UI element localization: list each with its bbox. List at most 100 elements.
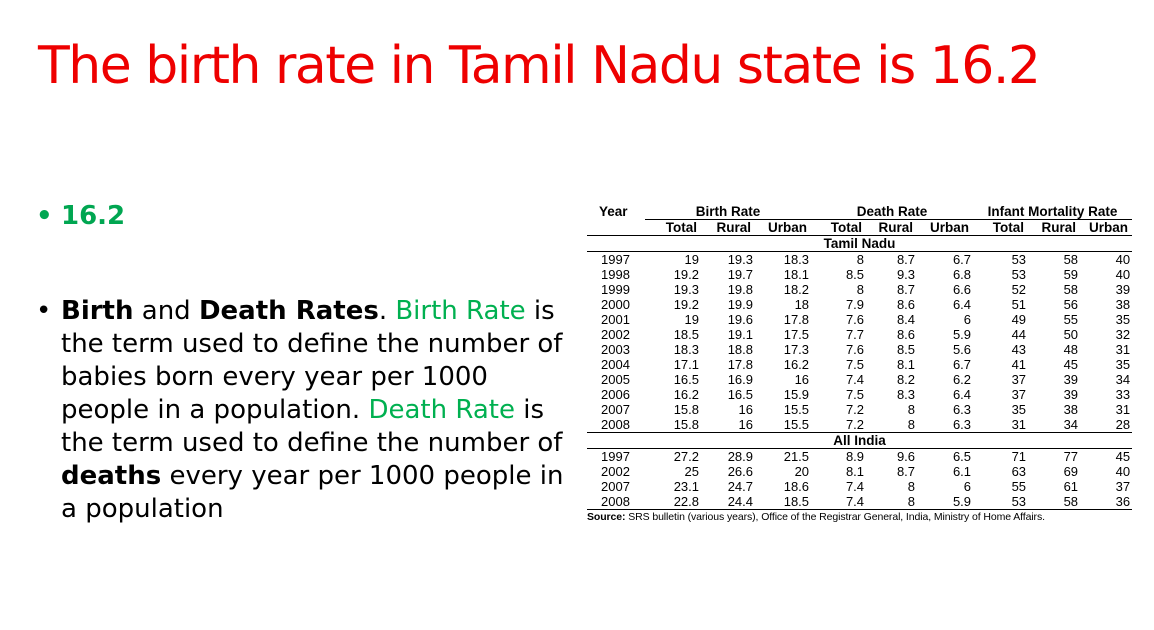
table-cell: 28 bbox=[1115, 417, 1131, 432]
table-cell: 7.4 bbox=[845, 479, 865, 494]
deaths-term: deaths bbox=[61, 461, 162, 491]
table-cell: 7.6 bbox=[845, 342, 865, 357]
table-cell: 15.8 bbox=[673, 417, 699, 432]
table-cell: 32 bbox=[1115, 327, 1131, 342]
table-cell: 39 bbox=[1115, 282, 1131, 297]
table-row: 1999 19.3 19.8 18.2 8 8.7 6.6 52 58 39 bbox=[587, 282, 1132, 297]
table-cell: 6.1 bbox=[952, 464, 972, 479]
table-cell: 51 bbox=[1011, 297, 1027, 312]
table-cell: 31 bbox=[1115, 342, 1131, 357]
table-cell: 40 bbox=[1115, 267, 1131, 282]
table-cell: 17.8 bbox=[783, 312, 810, 327]
table-cell: 48 bbox=[1063, 342, 1079, 357]
bullet-answer: • 16.2 bbox=[36, 200, 566, 233]
table-cell: 8 bbox=[907, 417, 916, 432]
table-cell-year: 2002 bbox=[601, 464, 630, 479]
table-cell-year: 2003 bbox=[601, 342, 630, 357]
table-cell-year: 2007 bbox=[601, 479, 630, 494]
table-cell: 18.5 bbox=[673, 327, 699, 342]
table-cell: 35 bbox=[1115, 357, 1131, 372]
table-cell: 58 bbox=[1063, 282, 1079, 297]
table-row: 2007 15.8 16 15.5 7.2 8 6.3 35 38 31 bbox=[587, 402, 1132, 417]
table-cell: 6 bbox=[963, 479, 972, 494]
table-cell: 19.3 bbox=[727, 252, 753, 267]
table-cell: 16.5 bbox=[727, 387, 753, 402]
table-cell: 35 bbox=[1115, 312, 1131, 327]
table-cell: 8.6 bbox=[896, 327, 916, 342]
death-rate-definition: is the term used to define the number of bbox=[61, 395, 563, 458]
table-cell: 31 bbox=[1011, 417, 1027, 432]
table-cell: 6 bbox=[963, 312, 972, 327]
sub-header-blank bbox=[587, 219, 645, 236]
table-cell: 44 bbox=[1011, 327, 1027, 342]
table-cell-year: 1997 bbox=[601, 449, 630, 464]
table-cell: 15.8 bbox=[673, 402, 699, 417]
table-cell: 34 bbox=[1115, 372, 1131, 387]
definition-text-and: and bbox=[133, 296, 199, 326]
table-cell: 41 bbox=[1011, 357, 1027, 372]
table-cell: 25 bbox=[684, 464, 699, 479]
table-cell: 49 bbox=[1011, 312, 1027, 327]
bullet-dot-icon: • bbox=[36, 296, 52, 326]
table-cell: 8.5 bbox=[845, 267, 865, 282]
table-cell: 19.2 bbox=[673, 267, 699, 282]
sub-header-urban: Urban bbox=[917, 219, 974, 236]
sub-header-total: Total bbox=[645, 219, 701, 236]
table-row: 2008 22.8 24.4 18.5 7.4 8 5.9 53 58 36 bbox=[587, 494, 1133, 510]
table-cell: 19.1 bbox=[727, 327, 753, 342]
table-row: 1997 19 19.3 18.3 8 8.7 6.7 53 58 40 bbox=[587, 252, 1132, 268]
table-cell: 39 bbox=[1063, 387, 1079, 402]
table-cell: 37 bbox=[1115, 479, 1131, 494]
table-cell: 58 bbox=[1028, 494, 1081, 510]
table-cell: 43 bbox=[1011, 342, 1027, 357]
rates-table-figure: Year Birth Rate Death Rate Infant Mortal… bbox=[587, 204, 1133, 523]
table-cell-year: 1998 bbox=[601, 267, 630, 282]
table-cell: 38 bbox=[1063, 402, 1079, 417]
table-row: 2004 17.1 17.8 16.2 7.5 8.1 6.7 41 45 35 bbox=[587, 357, 1132, 372]
table-cell: 19.8 bbox=[727, 282, 753, 297]
table-cell: 24.7 bbox=[727, 479, 753, 494]
table-cell: 55 bbox=[1011, 479, 1027, 494]
table-cell: 26.6 bbox=[727, 464, 753, 479]
table-cell: 8.4 bbox=[896, 312, 916, 327]
table-cell: 35 bbox=[1011, 402, 1027, 417]
death-rate-header: Death Rate bbox=[811, 204, 974, 220]
table-cell: 31 bbox=[1115, 402, 1131, 417]
table-row: 2006 16.2 16.5 15.9 7.5 8.3 6.4 37 39 33 bbox=[587, 387, 1132, 402]
table-cell: 8.1 bbox=[845, 464, 865, 479]
table-row: 2005 16.5 16.9 16 7.4 8.2 6.2 37 39 34 bbox=[587, 372, 1132, 387]
table-cell: 53 bbox=[1011, 267, 1027, 282]
table-cell: 6.5 bbox=[952, 449, 972, 464]
table-cell: 50 bbox=[1063, 327, 1079, 342]
table-cell: 16.2 bbox=[783, 357, 810, 372]
table-cell: 16.5 bbox=[673, 372, 699, 387]
table-cell: 6.4 bbox=[952, 387, 972, 402]
table-cell: 15.9 bbox=[783, 387, 810, 402]
table-cell: 58 bbox=[1063, 252, 1079, 267]
sub-header-total: Total bbox=[973, 219, 1029, 236]
table-cell: 19.3 bbox=[673, 282, 699, 297]
table-cell: 6.7 bbox=[952, 357, 972, 372]
table-cell: 23.1 bbox=[673, 479, 699, 494]
table-cell: 20 bbox=[794, 464, 810, 479]
table-cell-year: 2008 bbox=[587, 494, 645, 510]
bullet-answer-text: 16.2 bbox=[61, 201, 126, 231]
table-cell: 17.1 bbox=[673, 357, 699, 372]
definition-text-birth: Birth bbox=[61, 296, 134, 326]
table-cell: 8.1 bbox=[896, 357, 916, 372]
table-row: 2002 18.5 19.1 17.5 7.7 8.6 5.9 44 50 32 bbox=[587, 327, 1132, 342]
table-cell: 45 bbox=[1063, 357, 1079, 372]
table-cell: 55 bbox=[1063, 312, 1079, 327]
sub-header-rural: Rural bbox=[866, 219, 918, 236]
table-cell: 8.9 bbox=[845, 449, 865, 464]
table-cell: 22.8 bbox=[645, 494, 701, 510]
table-cell-year: 2002 bbox=[601, 327, 630, 342]
table-cell: 8.2 bbox=[896, 372, 916, 387]
death-rate-term: Death Rate bbox=[368, 395, 515, 425]
table-cell: 19 bbox=[684, 312, 699, 327]
source-label: Source: bbox=[587, 511, 626, 523]
table-cell: 6.6 bbox=[952, 282, 972, 297]
table-cell: 8.7 bbox=[896, 282, 916, 297]
table-cell: 7.4 bbox=[811, 494, 867, 510]
table-cell: 61 bbox=[1063, 479, 1079, 494]
